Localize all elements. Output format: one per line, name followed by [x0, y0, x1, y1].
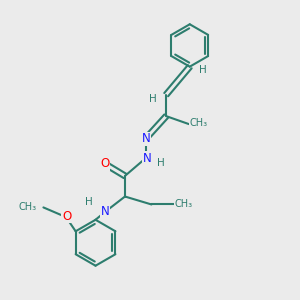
Text: O: O	[62, 210, 71, 223]
Text: O: O	[100, 157, 110, 170]
Text: H: H	[199, 65, 206, 75]
Text: H: H	[149, 94, 157, 104]
Text: N: N	[143, 152, 152, 165]
Text: H: H	[85, 197, 93, 207]
Text: N: N	[142, 132, 151, 145]
Text: CH₃: CH₃	[174, 199, 192, 209]
Text: CH₃: CH₃	[19, 202, 37, 212]
Text: H: H	[157, 158, 165, 168]
Text: N: N	[100, 205, 109, 218]
Text: CH₃: CH₃	[189, 118, 207, 128]
